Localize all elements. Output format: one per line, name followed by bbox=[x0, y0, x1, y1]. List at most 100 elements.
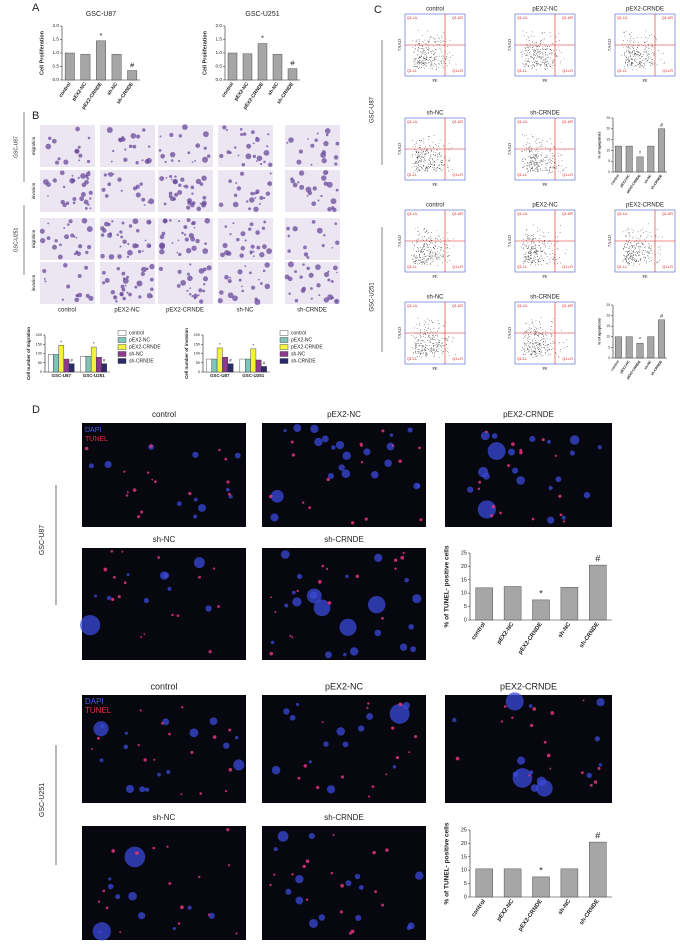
nucleus bbox=[477, 500, 496, 519]
stained-cell bbox=[322, 169, 329, 176]
cytometry-event bbox=[448, 142, 450, 144]
tunel-signal bbox=[96, 736, 100, 740]
cytometry-event bbox=[627, 242, 629, 244]
cytometry-event bbox=[643, 63, 645, 65]
stained-cell bbox=[159, 176, 165, 182]
cytometry-event bbox=[530, 261, 532, 263]
cytometry-event bbox=[525, 55, 527, 57]
nucleus bbox=[295, 896, 304, 905]
cytometry-event bbox=[552, 62, 554, 64]
cytometry-event bbox=[640, 230, 642, 231]
cytometry-event bbox=[644, 247, 646, 249]
bar bbox=[614, 145, 622, 173]
cytometry-event bbox=[540, 51, 542, 52]
x-tick-label: pEX2-CRNDE bbox=[518, 899, 544, 933]
stained-cell bbox=[141, 266, 147, 273]
cytometry-event bbox=[523, 347, 525, 349]
cytometry-event bbox=[535, 162, 537, 163]
stained-cell bbox=[120, 189, 123, 192]
cytometry-event bbox=[630, 31, 632, 33]
cytometry-event bbox=[626, 57, 627, 59]
cytometry-event bbox=[640, 259, 642, 260]
cytometry-event bbox=[429, 263, 431, 264]
cytometry-event bbox=[545, 349, 546, 351]
stained-cell bbox=[159, 234, 165, 240]
cytometry-event bbox=[651, 34, 652, 36]
cytometry-event bbox=[425, 47, 427, 48]
cytometry-event bbox=[557, 153, 559, 155]
cytometry-event bbox=[427, 40, 429, 42]
bar bbox=[532, 599, 550, 621]
stained-cell bbox=[126, 255, 130, 259]
flow-y-label: 7AAD bbox=[507, 38, 512, 51]
cytometry-event bbox=[541, 337, 542, 338]
cytometry-event bbox=[445, 350, 447, 352]
significance-marker: * bbox=[93, 341, 95, 346]
cytometry-event bbox=[532, 339, 534, 341]
cytometry-event bbox=[538, 56, 540, 58]
cytometry-event bbox=[417, 167, 419, 169]
cytometry-event bbox=[441, 59, 443, 61]
cytometry-event bbox=[419, 356, 420, 357]
stained-cell bbox=[252, 255, 255, 258]
cytometry-event bbox=[430, 150, 432, 152]
nucleus bbox=[338, 464, 345, 471]
cytometry-event bbox=[553, 147, 555, 148]
cytometry-event bbox=[631, 58, 633, 60]
tunel-signal bbox=[391, 726, 395, 730]
cytometry-event bbox=[421, 353, 422, 354]
stained-cell bbox=[124, 284, 127, 287]
stained-cell bbox=[298, 149, 303, 154]
cytometry-event bbox=[530, 249, 531, 250]
nucleus bbox=[104, 460, 112, 469]
bar bbox=[242, 53, 253, 81]
cytometry-event bbox=[633, 251, 635, 253]
stained-cell bbox=[335, 188, 339, 192]
cytometry-event bbox=[553, 167, 555, 169]
cytometry-event bbox=[425, 53, 427, 55]
cytometry-event bbox=[426, 167, 427, 168]
cytometry-event bbox=[549, 138, 551, 140]
cytometry-event bbox=[534, 327, 536, 329]
tunel-signal bbox=[303, 764, 308, 768]
nucleus bbox=[487, 442, 506, 460]
nucleus bbox=[283, 429, 287, 433]
nucleus bbox=[189, 728, 199, 738]
cytometry-event bbox=[530, 253, 532, 255]
flow-title: pEX2-NC bbox=[532, 203, 558, 209]
cytometry-event bbox=[628, 61, 629, 63]
cytometry-event bbox=[414, 48, 416, 50]
stained-cell bbox=[100, 226, 105, 231]
cytometry-event bbox=[623, 255, 625, 256]
flow-y-label: 7AAD bbox=[397, 142, 402, 155]
cytometry-event bbox=[420, 151, 422, 153]
tunel-signal bbox=[161, 722, 164, 725]
cytometry-event bbox=[631, 62, 633, 64]
cytometry-event bbox=[533, 325, 535, 327]
cytometry-event bbox=[529, 346, 531, 348]
cytometry-event bbox=[536, 352, 538, 354]
cytometry-event bbox=[552, 321, 554, 323]
cytometry-event bbox=[637, 260, 639, 262]
stained-cell bbox=[143, 204, 146, 206]
cytometry-event bbox=[435, 154, 436, 156]
tunel-signal bbox=[597, 766, 601, 770]
cytometry-event bbox=[438, 153, 440, 155]
cytometry-event bbox=[634, 54, 635, 56]
cytometry-event bbox=[428, 159, 430, 161]
cytometry-event bbox=[634, 252, 636, 254]
cytometry-event bbox=[544, 241, 546, 243]
tunel-signal bbox=[154, 480, 157, 484]
cytometry-event bbox=[415, 352, 416, 354]
cytometry-event bbox=[557, 170, 559, 172]
tunel-signal bbox=[143, 758, 147, 762]
cytometry-event bbox=[420, 345, 422, 346]
cytometry-event bbox=[535, 264, 536, 266]
quadrant-label: Q1-UR bbox=[662, 212, 674, 216]
tunel-signal bbox=[381, 429, 385, 433]
stained-cell bbox=[244, 239, 247, 242]
cytometry-event bbox=[541, 169, 543, 171]
tunel-signal bbox=[589, 783, 593, 787]
cytometry-event bbox=[544, 342, 546, 344]
cytometry-event bbox=[526, 256, 527, 258]
